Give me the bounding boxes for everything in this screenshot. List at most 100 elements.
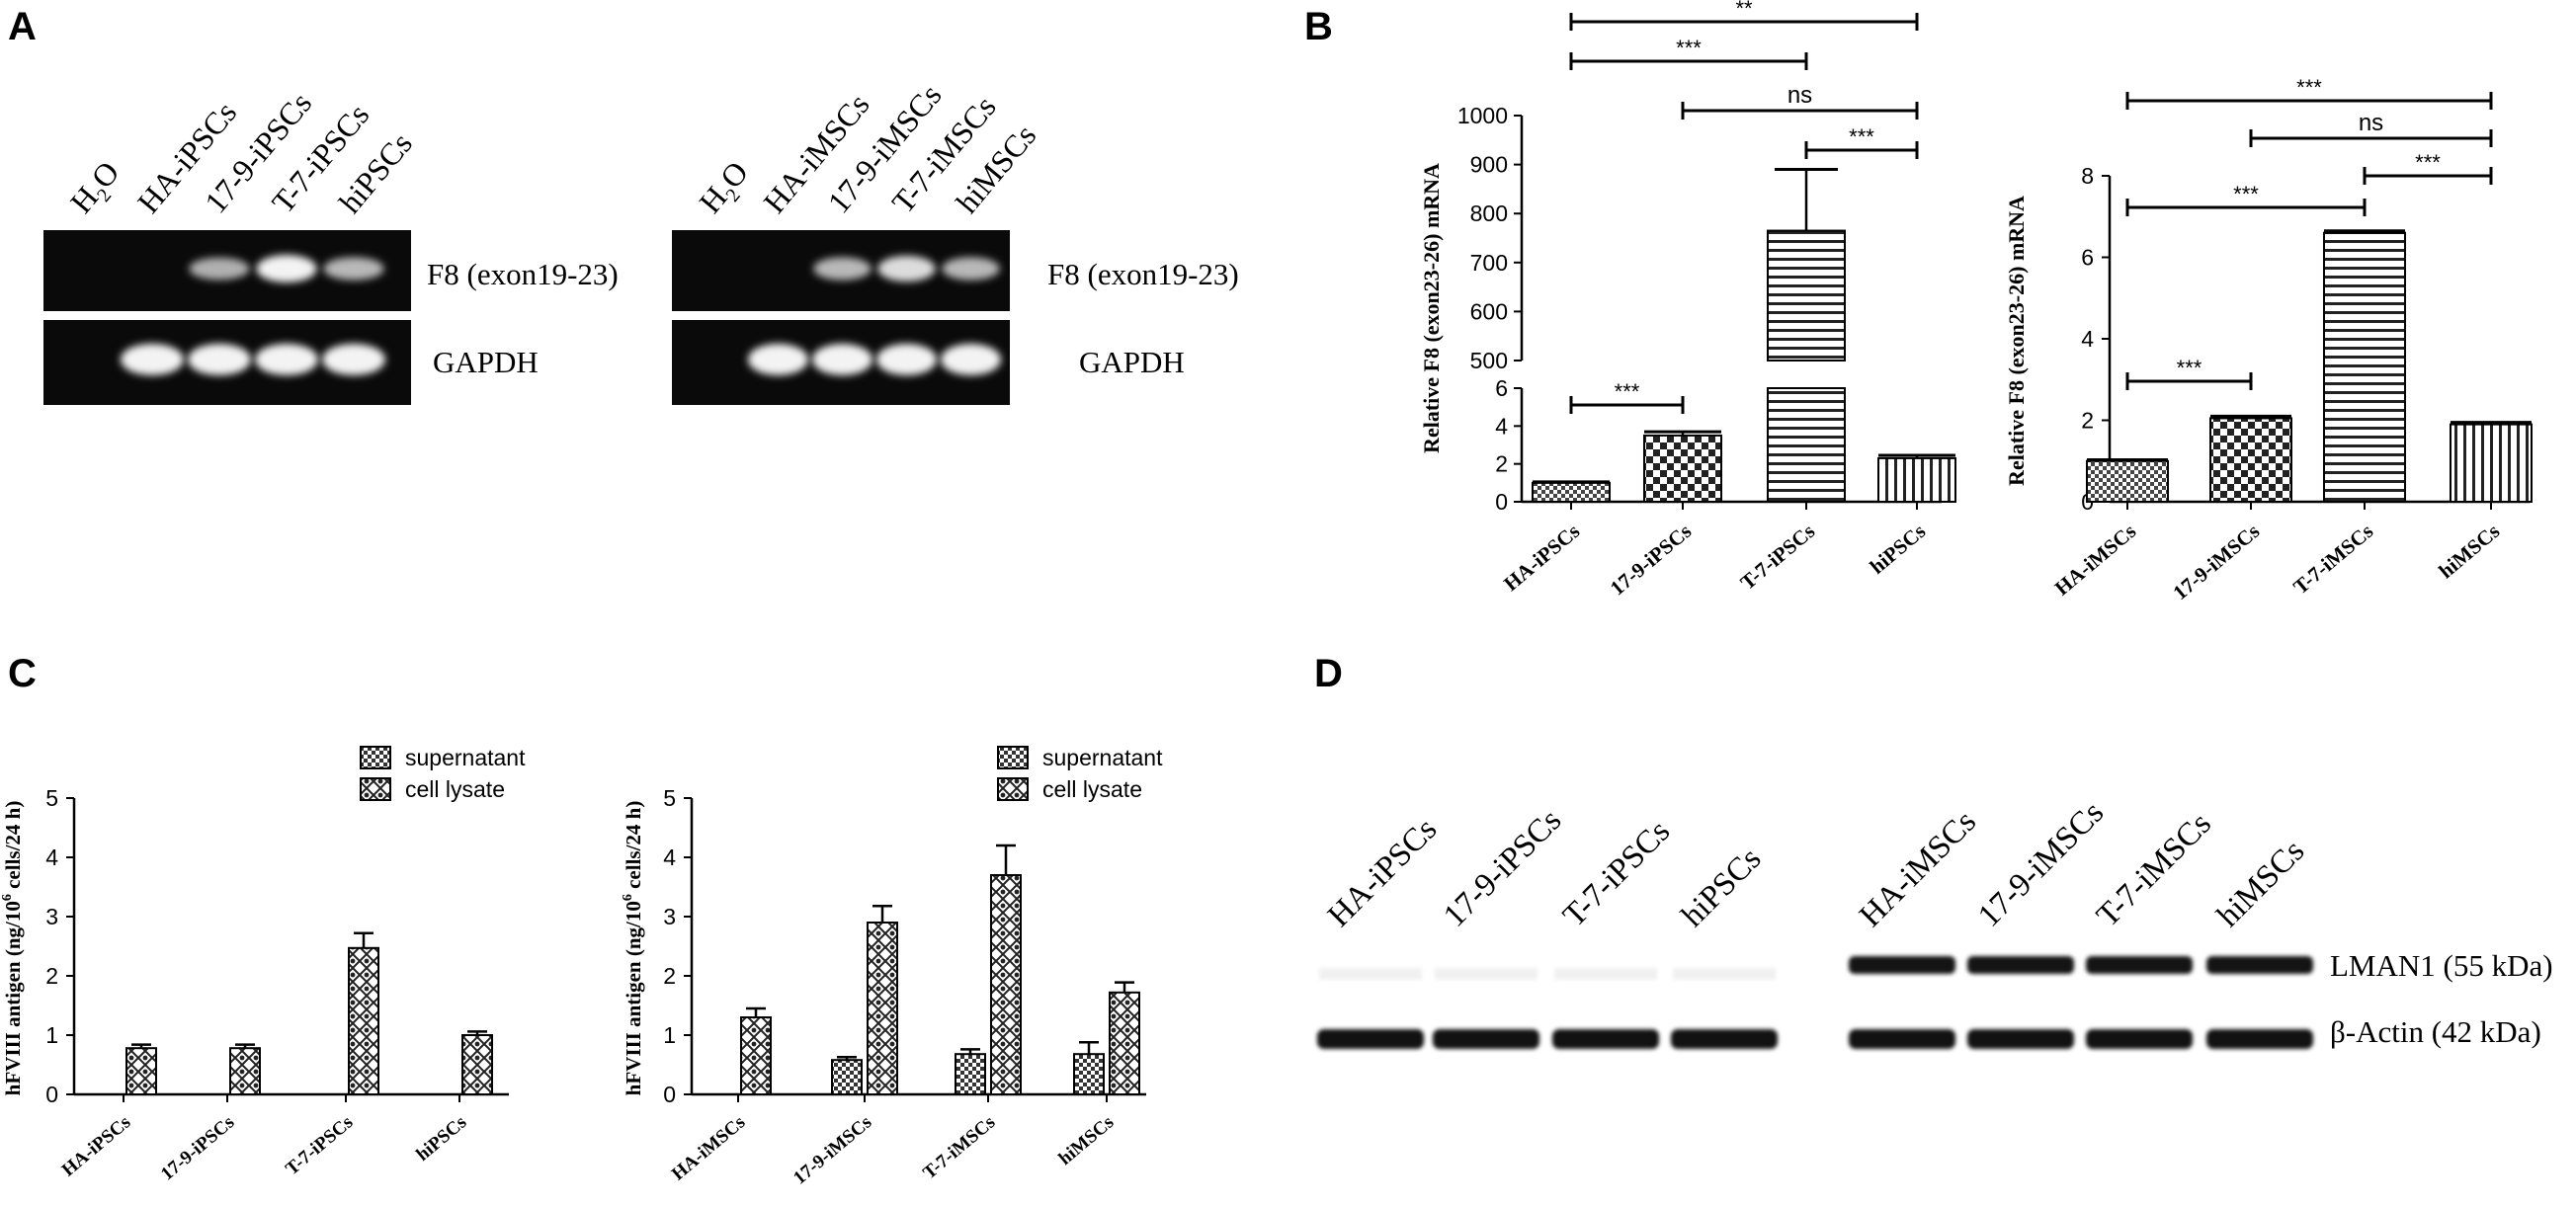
f8-band (813, 257, 872, 281)
y-tick-label: 2 (45, 963, 58, 989)
lman1-band (1967, 956, 2074, 974)
actin-band (2086, 1029, 2193, 1049)
gapdh-band (322, 344, 385, 375)
gapdh-band (940, 344, 1002, 375)
wb-lane-label: T-7-iPSCs (1556, 814, 1677, 934)
legend: supernatant cell lysate (360, 745, 526, 802)
x-tick-label: hiMSCs (1055, 1112, 1119, 1169)
y-tick-label: 800 (1470, 201, 1508, 226)
lman1-band (2206, 956, 2313, 974)
x-tick-label: T-7-iPSCs (282, 1112, 357, 1180)
gapdh-band (188, 344, 251, 375)
actin-band (1671, 1029, 1778, 1049)
gel-left-f8-bands (189, 255, 384, 282)
gapdh-band (747, 344, 809, 375)
y-tick-label: 2 (1495, 451, 1508, 477)
chart-b-right: 02468Relative F8 (exon23-26) mRNAHA-iMSC… (2004, 75, 2533, 604)
panel-letter-c: C (8, 652, 37, 695)
sig-label: *** (2233, 182, 2259, 206)
wb-lane-label: hiMSCs (2210, 834, 2311, 934)
actin-band (1967, 1029, 2074, 1049)
y-axis-label: hFVIII antigen (ng/106 cells/24 h) (621, 801, 645, 1096)
gel-left-band-gapdh: GAPDH (433, 345, 539, 379)
y-tick-label: 2 (2081, 408, 2094, 434)
bar-cell-lysate (867, 922, 898, 1095)
y-tick-label: 4 (2081, 326, 2094, 352)
f8-band (323, 257, 384, 281)
y-tick-label: 1000 (1457, 103, 1508, 128)
bar (1532, 481, 1611, 504)
wb-band-lman1: LMAN1 (55 kDa) (2330, 948, 2553, 983)
gel-right-gapdh-bands (747, 344, 1002, 375)
f8-band (189, 257, 250, 281)
y-axis-label-main: hFVIII antigen (ng/10 (622, 901, 645, 1095)
gel-right-band-f8: F8 (exon19-23) (1047, 257, 1239, 291)
x-tick-label: 17-9-iPSCs (157, 1112, 238, 1185)
chart-c-right: 0 1 2 3 4 5 hFVIII antigen (ng/106 cells/24 h)… (621, 745, 1163, 1189)
wb-lane-label: hiPSCs (1675, 841, 1768, 933)
x-tick-label: HA-iPSCs (1499, 519, 1584, 596)
wb-lane-label: 17-9-iMSCs (1971, 795, 2111, 934)
sig-label: *** (1615, 379, 1640, 404)
gapdh-band (255, 344, 318, 375)
panel-letter-d: D (1314, 652, 1343, 695)
lane-label-h2o-tail: O (713, 154, 755, 195)
gel-right-band-gapdh: GAPDH (1079, 345, 1185, 379)
chart-c-left: 0 1 2 3 4 5 hFVIII antigen (ng/106 cells/24 h)… (0, 745, 526, 1185)
bar-supernatant (831, 1059, 863, 1095)
y-tick-label: 2 (663, 963, 676, 989)
legend-label-supernatant: supernatant (1042, 745, 1163, 770)
bar-supernatant (955, 1053, 986, 1095)
wb-lane-label: T-7-iMSCs (2090, 806, 2218, 934)
bar-cell-lysate (990, 874, 1022, 1095)
x-tick-label: T-7-iMSCs (2288, 519, 2377, 599)
y-tick-label: 4 (1495, 413, 1508, 439)
sig-label: ** (1735, 0, 1753, 21)
bar (1877, 456, 1956, 503)
legend-swatch-supernatant (360, 746, 391, 769)
sig-label: *** (2415, 150, 2441, 175)
y-tick-label: 600 (1470, 298, 1508, 324)
wb-actin-bands (1317, 1029, 2313, 1049)
x-tick-label: HA-iMSCs (668, 1112, 749, 1185)
wb-band-actin: β-Actin (42 kDa) (2330, 1014, 2541, 1049)
legend-swatch-supernatant (997, 746, 1029, 769)
sig-label: *** (1676, 36, 1702, 60)
bar-cell-lysate (229, 1047, 261, 1095)
bar-cell-lysate (348, 946, 379, 1095)
wb-lane-label: HA-iPSCs (1321, 812, 1444, 934)
actin-band (1433, 1029, 1539, 1049)
x-tick-label: hiMSCs (2434, 519, 2504, 583)
sig-label: *** (2177, 356, 2202, 380)
y-tick-label: 900 (1470, 152, 1508, 178)
wb-lane-label: 17-9-iPSCs (1437, 803, 1568, 934)
y-tick-label: 0 (45, 1082, 58, 1107)
bar-cell-lysate (740, 1016, 772, 1095)
legend-label-cell-lysate: cell lysate (1042, 776, 1142, 802)
x-tick-label: 17-9-iMSCs (2168, 519, 2264, 604)
f8-band (256, 255, 317, 282)
lane-label-h2o: H2O (692, 154, 759, 223)
y-tick-label: 3 (45, 904, 58, 929)
y-axis-label: Relative F8 (exon23-26) mRNA (2004, 196, 2029, 486)
gel-left-gapdh-bands (121, 344, 385, 375)
panel-letter-b: B (1304, 5, 1333, 48)
x-tick-label: T-7-iMSCs (919, 1112, 999, 1184)
y-axis-label-sup: 6 (621, 894, 635, 901)
actin-band (1849, 1029, 1955, 1049)
bar (2209, 417, 2292, 503)
lane-label-h2o: H2O (63, 154, 130, 223)
sig-label: ns (1787, 82, 1812, 109)
x-tick-label: HA-iPSCs (58, 1112, 134, 1181)
y-axis-label-sup: 6 (0, 894, 15, 901)
legend: supernatant cell lysate (997, 745, 1163, 802)
y-tick-label: 6 (1495, 375, 1508, 401)
y-axis-label: Relative F8 (exon23-26) mRNA (1419, 163, 1444, 453)
bar-supernatant (1073, 1053, 1105, 1095)
y-tick-label: 700 (1470, 250, 1508, 276)
legend-swatch-cell-lysate (997, 777, 1029, 801)
